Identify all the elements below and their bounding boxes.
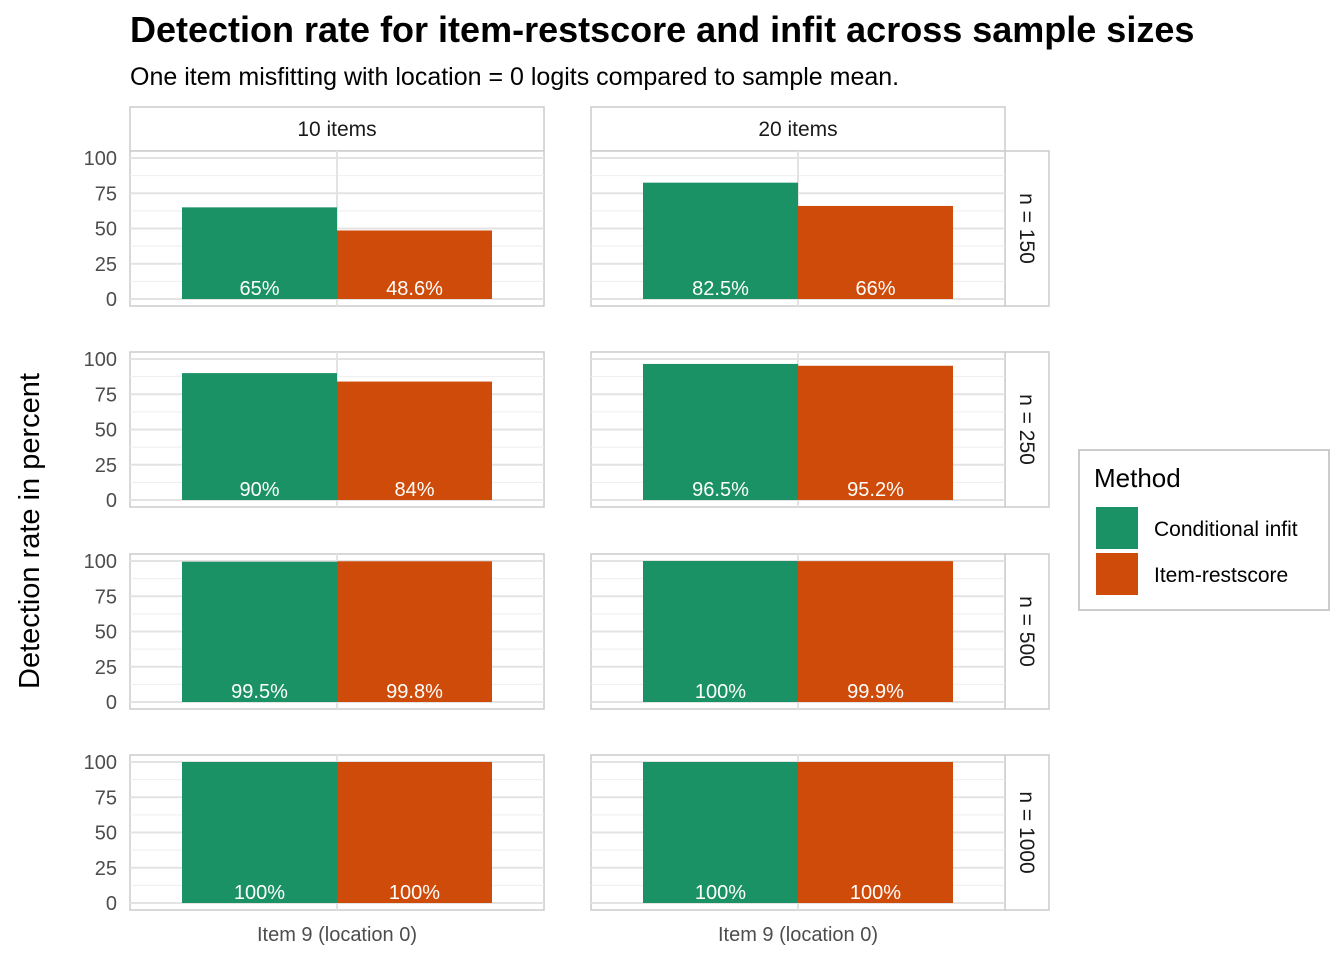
- y-tick-label: 0: [106, 893, 117, 915]
- bar-label: 66%: [855, 278, 895, 300]
- bar: [337, 381, 492, 500]
- y-tick-label: 25: [95, 858, 117, 880]
- row-strip: [1004, 150, 1050, 307]
- column-strip: [590, 106, 1006, 152]
- bar: [182, 207, 337, 299]
- legend-key: [1096, 553, 1138, 595]
- bar-label: 99.8%: [386, 681, 443, 703]
- bar-label: 65%: [239, 278, 279, 300]
- panel: 65% 48.6% 0 25 50 75 100: [84, 148, 545, 311]
- bar-label: 82.5%: [692, 278, 749, 300]
- bar: [643, 762, 798, 903]
- panels: 10 items 20 items n = 150 n = 250 n = 500 n =…: [84, 106, 1050, 946]
- bar-label: 48.6%: [386, 278, 443, 300]
- y-tick-label: 50: [95, 219, 117, 241]
- panel: 100% 100% 0 25 50 75 100 Item 9 (location 0): [84, 752, 545, 946]
- row-strip: [1004, 351, 1050, 508]
- y-tick-label: 25: [95, 254, 117, 276]
- bar: [182, 762, 337, 903]
- row-strip-label: n = 150: [1015, 193, 1038, 264]
- y-tick-label: 100: [84, 752, 117, 774]
- legend-title: Method: [1094, 463, 1181, 493]
- row-strip: [1004, 553, 1050, 710]
- y-tick-label: 0: [106, 490, 117, 512]
- bar-label: 100%: [389, 882, 440, 904]
- y-tick-label: 25: [95, 455, 117, 477]
- bar: [643, 363, 798, 500]
- y-tick-label: 0: [106, 289, 117, 311]
- chart-subtitle: One item misfitting with location = 0 lo…: [130, 63, 899, 91]
- y-tick-label: 25: [95, 657, 117, 679]
- panel: 96.5% 95.2%: [590, 351, 1006, 508]
- legend: Method Conditional infit Item-restscore: [1078, 449, 1330, 611]
- bar-label: 90%: [239, 479, 279, 501]
- x-tick-label: Item 9 (location 0): [257, 924, 417, 946]
- y-tick-label: 100: [84, 551, 117, 573]
- bar-label: 96.5%: [692, 479, 749, 501]
- bar-label: 84%: [394, 479, 434, 501]
- y-tick-label: 50: [95, 823, 117, 845]
- y-tick-label: 0: [106, 692, 117, 714]
- bar: [798, 762, 953, 903]
- row-strip-label: n = 500: [1015, 596, 1038, 667]
- legend-label: Conditional infit: [1154, 518, 1298, 541]
- y-tick-label: 50: [95, 622, 117, 644]
- y-tick-label: 100: [84, 349, 117, 371]
- panel: 90% 84% 0 25 50 75 100: [84, 349, 545, 512]
- bar: [798, 205, 953, 299]
- bar-label: 100%: [695, 681, 746, 703]
- panel: 100% 99.9%: [590, 553, 1006, 710]
- bar: [643, 561, 798, 702]
- y-tick-label: 75: [95, 384, 117, 406]
- column-strip-label: 20 items: [758, 118, 837, 141]
- y-tick-label: 75: [95, 183, 117, 205]
- bar-label: 99.5%: [231, 681, 288, 703]
- x-tick-label: Item 9 (location 0): [718, 924, 878, 946]
- bar: [182, 561, 337, 702]
- row-strip-label: n = 250: [1015, 394, 1038, 465]
- y-axis-label: Detection rate in percent: [14, 373, 46, 689]
- y-tick-label: 75: [95, 787, 117, 809]
- bar: [798, 365, 953, 500]
- y-tick-label: 75: [95, 586, 117, 608]
- bar: [337, 230, 492, 299]
- column-strip: [129, 106, 545, 152]
- bar-label: 95.2%: [847, 479, 904, 501]
- bar: [643, 182, 798, 299]
- bar: [798, 561, 953, 702]
- panel: 99.5% 99.8% 0 25 50 75 100: [84, 551, 545, 714]
- legend-key: [1096, 507, 1138, 549]
- bar-label: 100%: [695, 882, 746, 904]
- bar-label: 99.9%: [847, 681, 904, 703]
- y-tick-label: 50: [95, 420, 117, 442]
- panel: 100% 100% Item 9 (location 0): [590, 754, 1006, 946]
- y-tick-label: 100: [84, 148, 117, 170]
- bar: [182, 373, 337, 500]
- row-strip-label: n = 1000: [1015, 791, 1038, 873]
- legend-label: Item-restscore: [1154, 564, 1288, 587]
- bar-label: 100%: [234, 882, 285, 904]
- chart-title: Detection rate for item-restscore and in…: [130, 9, 1194, 50]
- bar-label: 100%: [850, 882, 901, 904]
- panel: 82.5% 66%: [590, 150, 1006, 307]
- bar: [337, 561, 492, 702]
- column-strip-label: 10 items: [297, 118, 376, 141]
- bar: [337, 762, 492, 903]
